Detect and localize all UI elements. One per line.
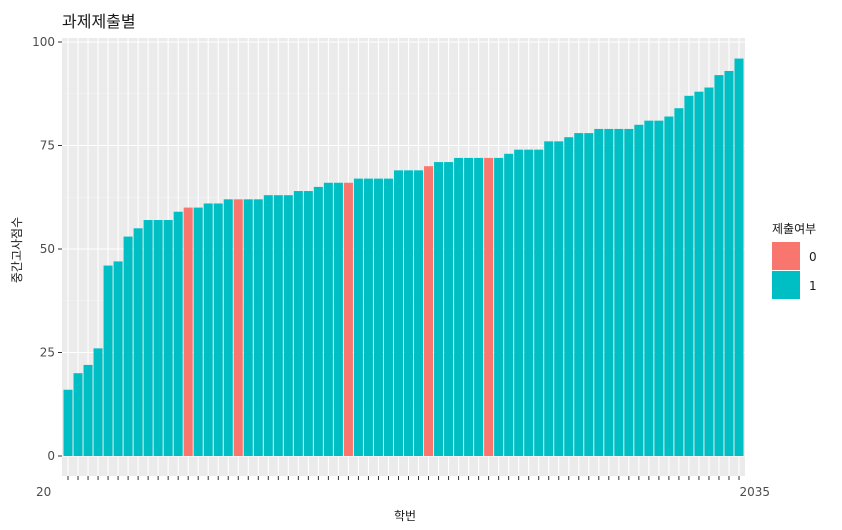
bar	[534, 149, 544, 456]
bar	[353, 178, 363, 456]
bar	[83, 364, 93, 456]
legend-label: 0	[809, 250, 817, 264]
bar	[333, 182, 343, 456]
bar	[414, 170, 424, 456]
legend-key	[772, 271, 800, 299]
x-tick-label-last: 2035	[739, 485, 770, 499]
bar	[564, 137, 574, 456]
y-axis: 0 25 50 75 100	[32, 35, 62, 463]
y-tick-label: 100	[32, 35, 55, 49]
bar	[404, 170, 414, 456]
bar	[373, 178, 383, 456]
bar	[193, 207, 203, 456]
bar	[484, 157, 494, 457]
bar	[273, 195, 283, 456]
bar	[153, 220, 163, 456]
y-tick-label: 25	[40, 346, 55, 360]
bar	[734, 58, 744, 457]
bar	[674, 108, 684, 457]
bar	[113, 261, 123, 456]
bar	[253, 199, 263, 456]
bar	[454, 157, 464, 457]
bar	[544, 141, 554, 457]
bar	[554, 141, 564, 457]
bar	[434, 162, 444, 456]
bar	[424, 166, 434, 456]
y-tick-label: 50	[40, 242, 55, 256]
bar	[524, 149, 534, 456]
bar	[93, 348, 103, 456]
bar	[444, 162, 454, 456]
bar	[103, 265, 113, 456]
bar	[203, 203, 213, 456]
bar	[614, 128, 624, 456]
bar	[624, 128, 634, 456]
bar	[213, 203, 223, 456]
legend-title: 제출여부	[772, 222, 816, 236]
legend-key	[772, 242, 800, 270]
bar	[323, 182, 333, 456]
bar	[504, 153, 514, 456]
bar	[143, 220, 153, 456]
legend-label: 1	[809, 279, 817, 293]
bar	[574, 133, 584, 456]
bar	[634, 124, 644, 457]
bar	[173, 211, 183, 456]
legend: 제출여부 0 1	[772, 222, 817, 299]
bar	[233, 199, 243, 456]
bar	[654, 120, 664, 456]
bar	[684, 95, 694, 456]
bar	[223, 199, 233, 456]
bar	[263, 195, 273, 456]
y-axis-title: 중간고사점수	[10, 217, 24, 283]
bar	[724, 70, 734, 456]
bar	[594, 128, 604, 456]
bar	[63, 389, 73, 456]
x-axis-title: 학번	[394, 509, 416, 523]
bar	[644, 120, 654, 456]
bar	[363, 178, 373, 456]
bar	[474, 157, 484, 457]
bar	[704, 87, 714, 456]
bar	[313, 186, 323, 456]
bar	[133, 228, 143, 456]
bar	[383, 178, 393, 456]
bar	[293, 191, 303, 457]
bar	[183, 207, 193, 456]
bar	[604, 128, 614, 456]
plot-panel	[62, 38, 745, 476]
bar	[303, 191, 313, 457]
bar	[283, 195, 293, 456]
bar	[494, 157, 504, 457]
x-axis: 20 2035	[36, 476, 770, 499]
bar	[464, 157, 474, 457]
bar	[123, 236, 133, 456]
bar	[694, 91, 704, 457]
bar	[714, 75, 724, 457]
bar	[514, 149, 524, 456]
y-tick-label: 0	[47, 449, 55, 463]
bar	[73, 373, 83, 456]
bar	[343, 182, 353, 456]
chart-title: 과제제출별	[62, 12, 136, 31]
x-tick-label-first: 20	[36, 485, 51, 499]
bar	[243, 199, 253, 456]
bar	[163, 220, 173, 456]
bar	[393, 170, 403, 456]
bar	[664, 116, 674, 457]
y-tick-label: 75	[40, 139, 55, 153]
bar	[584, 133, 594, 456]
